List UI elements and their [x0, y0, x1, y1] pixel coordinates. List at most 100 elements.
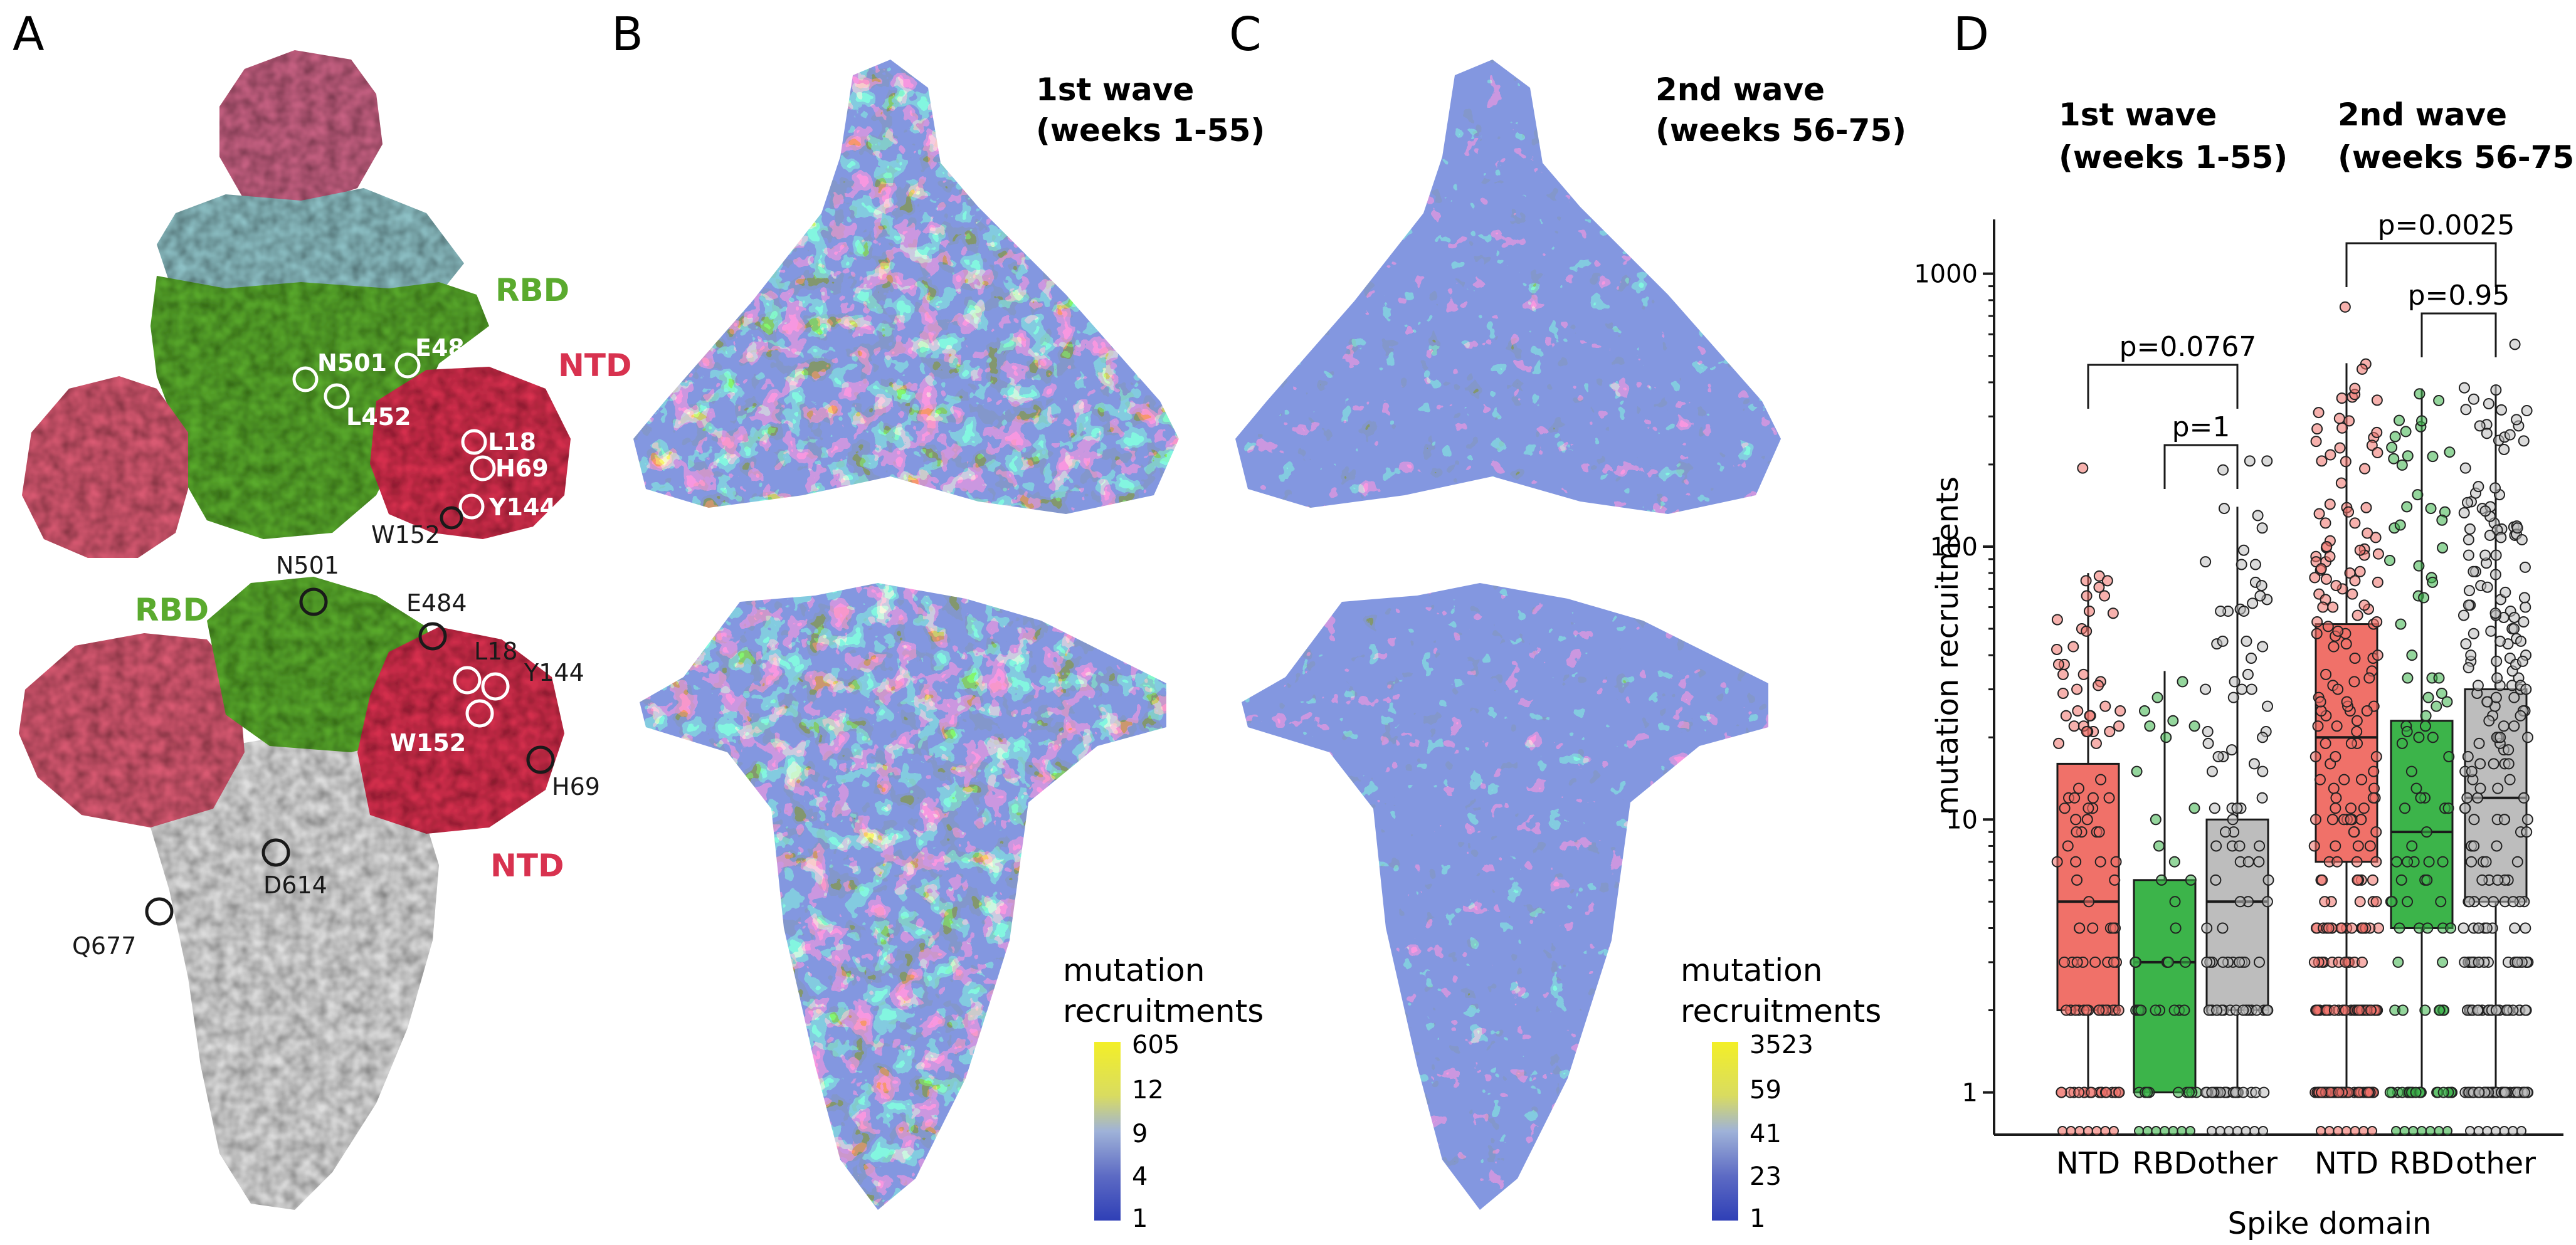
- data-point: [2508, 691, 2520, 703]
- data-point: [2202, 726, 2214, 738]
- data-point: [2458, 507, 2470, 519]
- data-point: [2236, 683, 2248, 695]
- data-point: [2248, 758, 2260, 770]
- data-point: [2324, 550, 2336, 562]
- data-point: [2218, 503, 2230, 515]
- data-point: [2242, 668, 2254, 680]
- data-point: [2499, 1086, 2511, 1098]
- data-point: [2210, 874, 2222, 886]
- p-value-label: p=0.95: [2408, 280, 2510, 312]
- data-point: [2473, 1126, 2484, 1136]
- data-point: [2483, 397, 2494, 409]
- data-point: [2261, 896, 2273, 908]
- data-point: [2311, 616, 2323, 628]
- data-point: [2360, 502, 2372, 513]
- data-point: [2258, 1086, 2270, 1098]
- data-point: [2521, 732, 2533, 743]
- label-ntd-top: NTD: [558, 347, 631, 384]
- data-point: [2445, 922, 2457, 934]
- data-point: [2257, 765, 2269, 777]
- data-point: [2089, 956, 2101, 968]
- data-point: [2185, 1126, 2195, 1136]
- data-point: [2459, 462, 2471, 474]
- data-point: [2059, 802, 2071, 814]
- data-point: [2109, 874, 2121, 886]
- significance-bracket: [2087, 364, 2239, 409]
- box-rbd: [2390, 720, 2454, 929]
- data-point: [2210, 840, 2222, 852]
- data-point: [2330, 840, 2341, 852]
- data-point: [2479, 549, 2491, 561]
- data-point: [2333, 1086, 2345, 1098]
- data-point: [2150, 1004, 2162, 1016]
- data-point: [2474, 420, 2486, 432]
- residue-labels-side: N501 E484 L18 Y144 W152 H69 D614 Q677: [72, 552, 600, 960]
- data-point: [2386, 896, 2398, 908]
- data-point: [2358, 802, 2370, 814]
- data-point: [2495, 532, 2507, 544]
- data-point: [2249, 559, 2261, 570]
- panel-c-bottom-surface: [1242, 583, 1768, 1210]
- data-point: [2330, 750, 2341, 762]
- data-point: [2256, 580, 2267, 592]
- data-point: [2346, 588, 2358, 600]
- data-point: [2320, 573, 2332, 585]
- data-point: [2386, 441, 2398, 453]
- data-point: [2177, 676, 2188, 688]
- data-point: [2499, 586, 2511, 598]
- colorbar-tick: 1: [1132, 1204, 1148, 1233]
- data-point: [2099, 590, 2111, 602]
- data-point: [2414, 388, 2426, 400]
- data-point: [2442, 1126, 2452, 1136]
- svg-text:W152: W152: [371, 521, 440, 549]
- data-point: [2254, 956, 2266, 968]
- data-point: [2236, 559, 2247, 570]
- data-point: [2252, 510, 2264, 522]
- data-point: [2384, 1086, 2396, 1098]
- chart-group-title-line1: 2nd wave: [2338, 97, 2507, 133]
- data-point: [2508, 720, 2520, 732]
- data-point: [2392, 956, 2404, 968]
- data-point: [2168, 1004, 2180, 1016]
- data-point: [2427, 451, 2439, 463]
- rbd-green-region: [150, 276, 489, 539]
- data-point: [2494, 635, 2506, 647]
- data-point: [2442, 802, 2454, 814]
- data-point: [2511, 414, 2523, 426]
- data-point: [2460, 404, 2472, 416]
- data-point: [2130, 956, 2141, 968]
- x-axis-label: Spike domain: [2228, 1206, 2432, 1241]
- data-point: [2072, 705, 2084, 717]
- data-point: [2188, 802, 2200, 814]
- data-point: [2410, 782, 2422, 794]
- data-point: [2241, 635, 2252, 647]
- data-point: [2325, 449, 2336, 461]
- data-point: [2388, 453, 2400, 465]
- data-point: [2516, 1126, 2526, 1136]
- data-point: [2472, 680, 2484, 691]
- data-point: [2081, 1004, 2093, 1016]
- data-point: [2322, 621, 2334, 633]
- data-point: [2498, 720, 2510, 732]
- data-point: [2463, 662, 2474, 674]
- svg-text:N501: N501: [317, 349, 387, 377]
- data-point: [2311, 423, 2323, 435]
- p-value-label: p=1: [2172, 411, 2230, 443]
- ntd-left-lobe: [22, 376, 188, 558]
- data-point: [2103, 792, 2115, 804]
- data-point: [2489, 482, 2501, 494]
- data-point: [2481, 428, 2493, 439]
- data-point: [2473, 1086, 2485, 1098]
- data-point: [2056, 1086, 2067, 1098]
- data-point: [2521, 814, 2533, 826]
- data-point: [2361, 705, 2373, 717]
- data-point: [2100, 1126, 2111, 1136]
- data-point: [2461, 496, 2473, 508]
- data-point: [2249, 1126, 2260, 1136]
- data-point: [2320, 517, 2331, 529]
- data-point: [2113, 1004, 2125, 1016]
- data-point: [2351, 856, 2363, 868]
- colorbar-gradient: [1094, 1042, 1121, 1221]
- data-point: [2457, 922, 2469, 934]
